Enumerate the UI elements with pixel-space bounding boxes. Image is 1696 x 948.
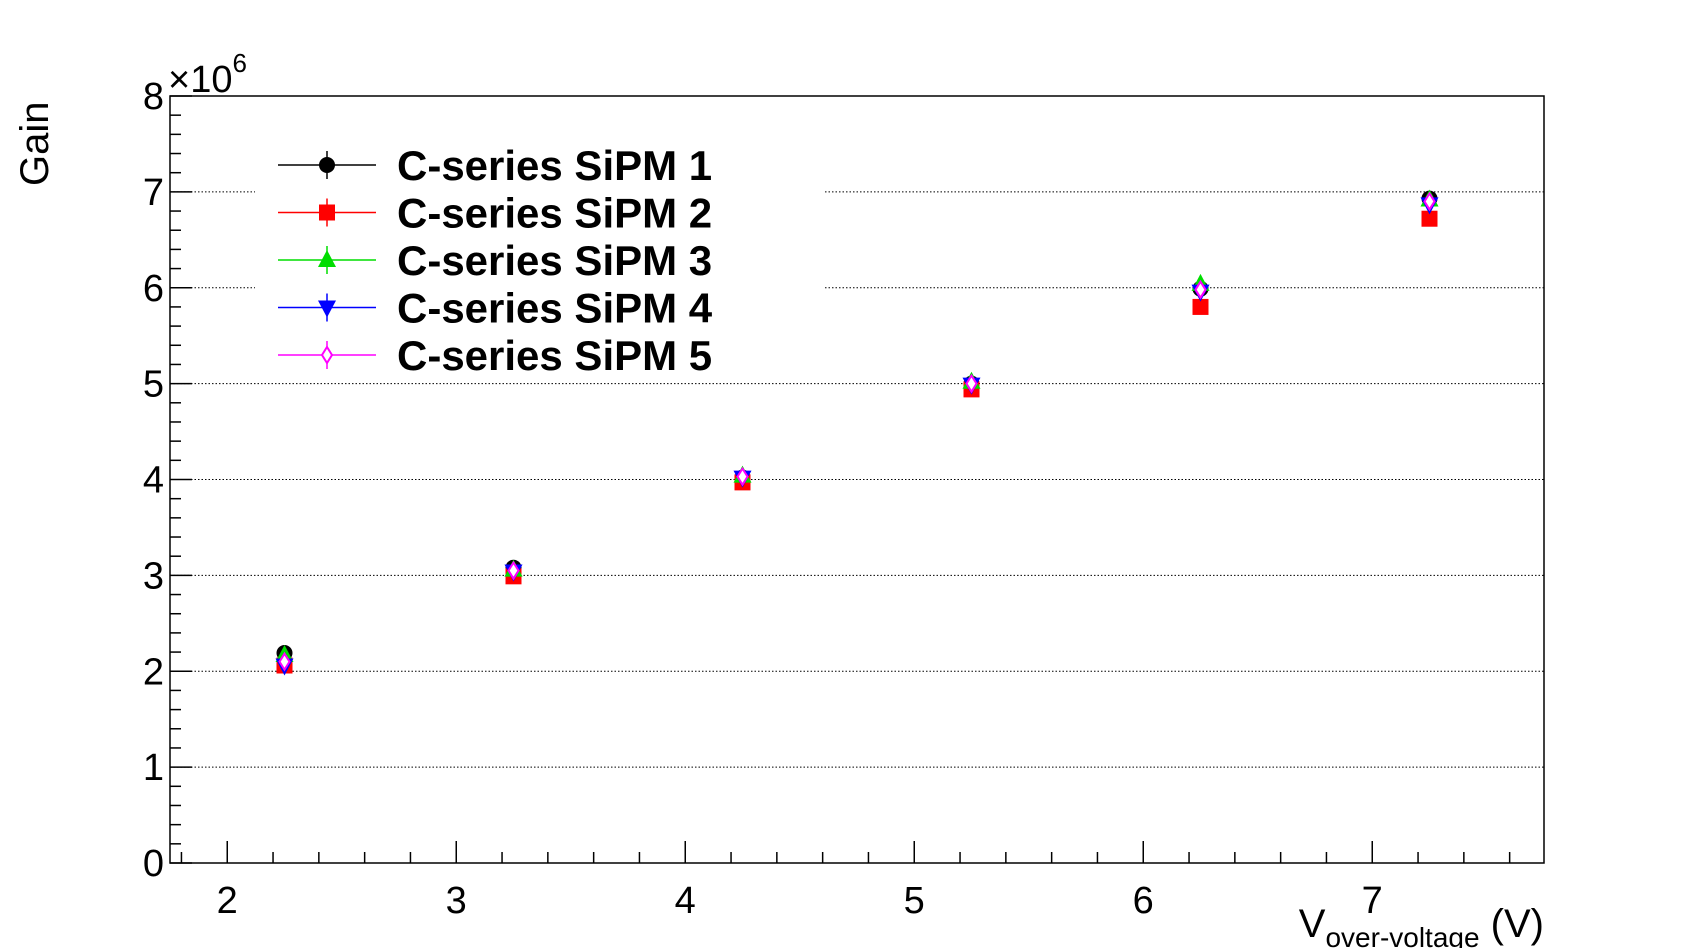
x-axis-label-unit: (V) — [1480, 902, 1544, 946]
legend-label: C-series SiPM 3 — [397, 237, 712, 284]
x-tick-label: 5 — [904, 880, 925, 922]
legend: C-series SiPM 1C-series SiPM 2C-series S… — [278, 142, 713, 379]
y-tick-label: 6 — [143, 268, 164, 310]
x-tick-label: 3 — [446, 880, 467, 922]
x-axis-label-sub: over-voltage — [1325, 922, 1479, 948]
x-tick-label: 6 — [1133, 880, 1154, 922]
legend-label: C-series SiPM 5 — [397, 332, 712, 379]
grid-lines — [170, 191, 1544, 768]
data-point — [278, 651, 291, 672]
legend-item: C-series SiPM 2 — [278, 190, 712, 237]
legend-marker — [319, 204, 335, 221]
data-point — [965, 373, 978, 394]
y-tick-label: 1 — [143, 747, 164, 789]
legend-marker — [318, 300, 336, 318]
y-multiplier-base: ×10 — [168, 59, 232, 101]
y-tick-label: 2 — [143, 651, 164, 693]
y-multiplier-exp: 6 — [232, 48, 246, 78]
data-point — [1194, 279, 1207, 300]
y-tick-label: 0 — [143, 843, 164, 885]
legend-marker — [318, 250, 336, 267]
y-tick-label: 5 — [143, 364, 164, 406]
data-point — [1423, 191, 1436, 212]
data-point — [507, 560, 520, 581]
y-axis: 0 1 2 3 4 5 6 7 8 — [143, 76, 192, 885]
legend-item: C-series SiPM 3 — [278, 237, 712, 284]
data-point — [1192, 298, 1209, 315]
data-series — [275, 189, 1439, 676]
y-tick-label: 7 — [143, 172, 164, 214]
legend-item: C-series SiPM 4 — [278, 285, 713, 332]
y-multiplier: ×106 — [168, 48, 247, 101]
series-5 — [278, 191, 1436, 672]
legend-label: C-series SiPM 4 — [397, 285, 713, 332]
x-axis-label-main: V — [1299, 902, 1326, 946]
legend-label: C-series SiPM 2 — [397, 190, 712, 237]
x-axis-label: Vover-voltage (V) — [1299, 902, 1544, 948]
legend-label: C-series SiPM 1 — [397, 142, 712, 189]
x-axis: 2 3 4 5 6 7 — [180, 841, 1511, 922]
legend-marker — [320, 345, 334, 365]
legend-item: C-series SiPM 5 — [278, 332, 712, 379]
y-axis-label: Gain — [13, 102, 57, 187]
y-tick-label: 8 — [143, 76, 164, 118]
legend-item: C-series SiPM 1 — [278, 142, 712, 189]
y-tick-label: 4 — [143, 460, 164, 502]
x-tick-label: 7 — [1362, 880, 1383, 922]
x-tick-label: 2 — [217, 880, 238, 922]
legend-marker — [319, 157, 335, 173]
data-point — [736, 466, 749, 487]
y-tick-label: 3 — [143, 555, 164, 597]
data-point — [1421, 210, 1438, 227]
x-tick-label: 4 — [675, 880, 696, 922]
